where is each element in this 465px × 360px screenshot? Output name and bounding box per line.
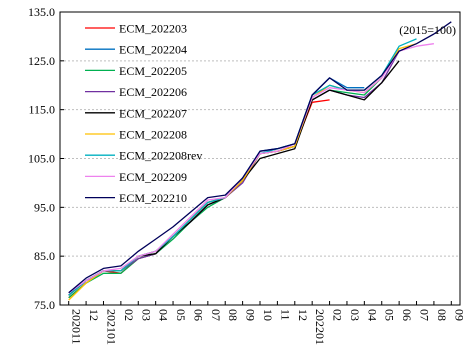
series-lines — [68, 21, 452, 301]
x-tick-label: 09 — [452, 309, 465, 321]
x-tick-label: 04 — [365, 309, 379, 321]
x-tick-label: 202011 — [70, 309, 84, 345]
x-tick-label: 08 — [226, 309, 240, 321]
x-tick-label: 07 — [418, 309, 432, 321]
x-tick-label: 11 — [278, 309, 292, 321]
x-tick-label: 10 — [261, 309, 275, 321]
x-tick-label: 04 — [157, 309, 171, 321]
x-tick-label: 202101 — [104, 309, 118, 345]
legend-label: ECM_202207 — [119, 106, 187, 120]
x-tick-label: 03 — [139, 309, 153, 321]
y-tick-label: 105.0 — [28, 152, 55, 166]
series-line-ecm-202209 — [68, 43, 434, 294]
legend-label: ECM_202208rev — [119, 149, 202, 163]
x-tick-label: 07 — [209, 309, 223, 321]
x-tick-label: 06 — [400, 309, 414, 321]
y-tick-label: 85.0 — [34, 249, 55, 263]
x-tick-label: 02 — [331, 309, 345, 321]
x-tick-label: 202201 — [313, 309, 327, 345]
legend-label: ECM_202206 — [119, 85, 187, 99]
x-tick-label: 05 — [383, 309, 397, 321]
legend-label: ECM_202204 — [119, 43, 187, 57]
y-tick-label: 115.0 — [28, 103, 55, 117]
x-tick-label: 12 — [87, 309, 101, 321]
legend-label: ECM_202210 — [119, 191, 187, 205]
y-tick-label: 95.0 — [34, 200, 55, 214]
legend-label: ECM_202209 — [119, 170, 187, 184]
x-tick-label: 08 — [435, 309, 449, 321]
x-tick-label: 09 — [244, 309, 258, 321]
x-tick-label: 12 — [296, 309, 310, 321]
base-year-note: (2015=100) — [399, 23, 456, 37]
x-tick-label: 06 — [191, 309, 205, 321]
series-line-ecm-202210 — [68, 21, 452, 294]
x-tick-label: 03 — [348, 309, 362, 321]
legend: ECM_202203 ECM_202204 ECM_202205 ECM_202206… — [85, 22, 202, 205]
y-tick-label: 125.0 — [28, 54, 55, 68]
legend-label: ECM_202205 — [119, 64, 187, 78]
x-tick-label: 02 — [122, 309, 136, 321]
y-tick-label: 75.0 — [34, 298, 55, 312]
x-axis: 202011 12 202101 02 03 04 05 06 07 08 09 10 11 12 2022… — [68, 301, 465, 345]
y-axis: 75.0 85.0 95.0 105.0 115.0 125.0 135.0 — [28, 5, 64, 312]
y-tick-label: 135.0 — [28, 5, 55, 19]
legend-label: ECM_202203 — [119, 22, 187, 36]
legend-label: ECM_202208 — [119, 128, 187, 142]
x-tick-label: 05 — [174, 309, 188, 321]
